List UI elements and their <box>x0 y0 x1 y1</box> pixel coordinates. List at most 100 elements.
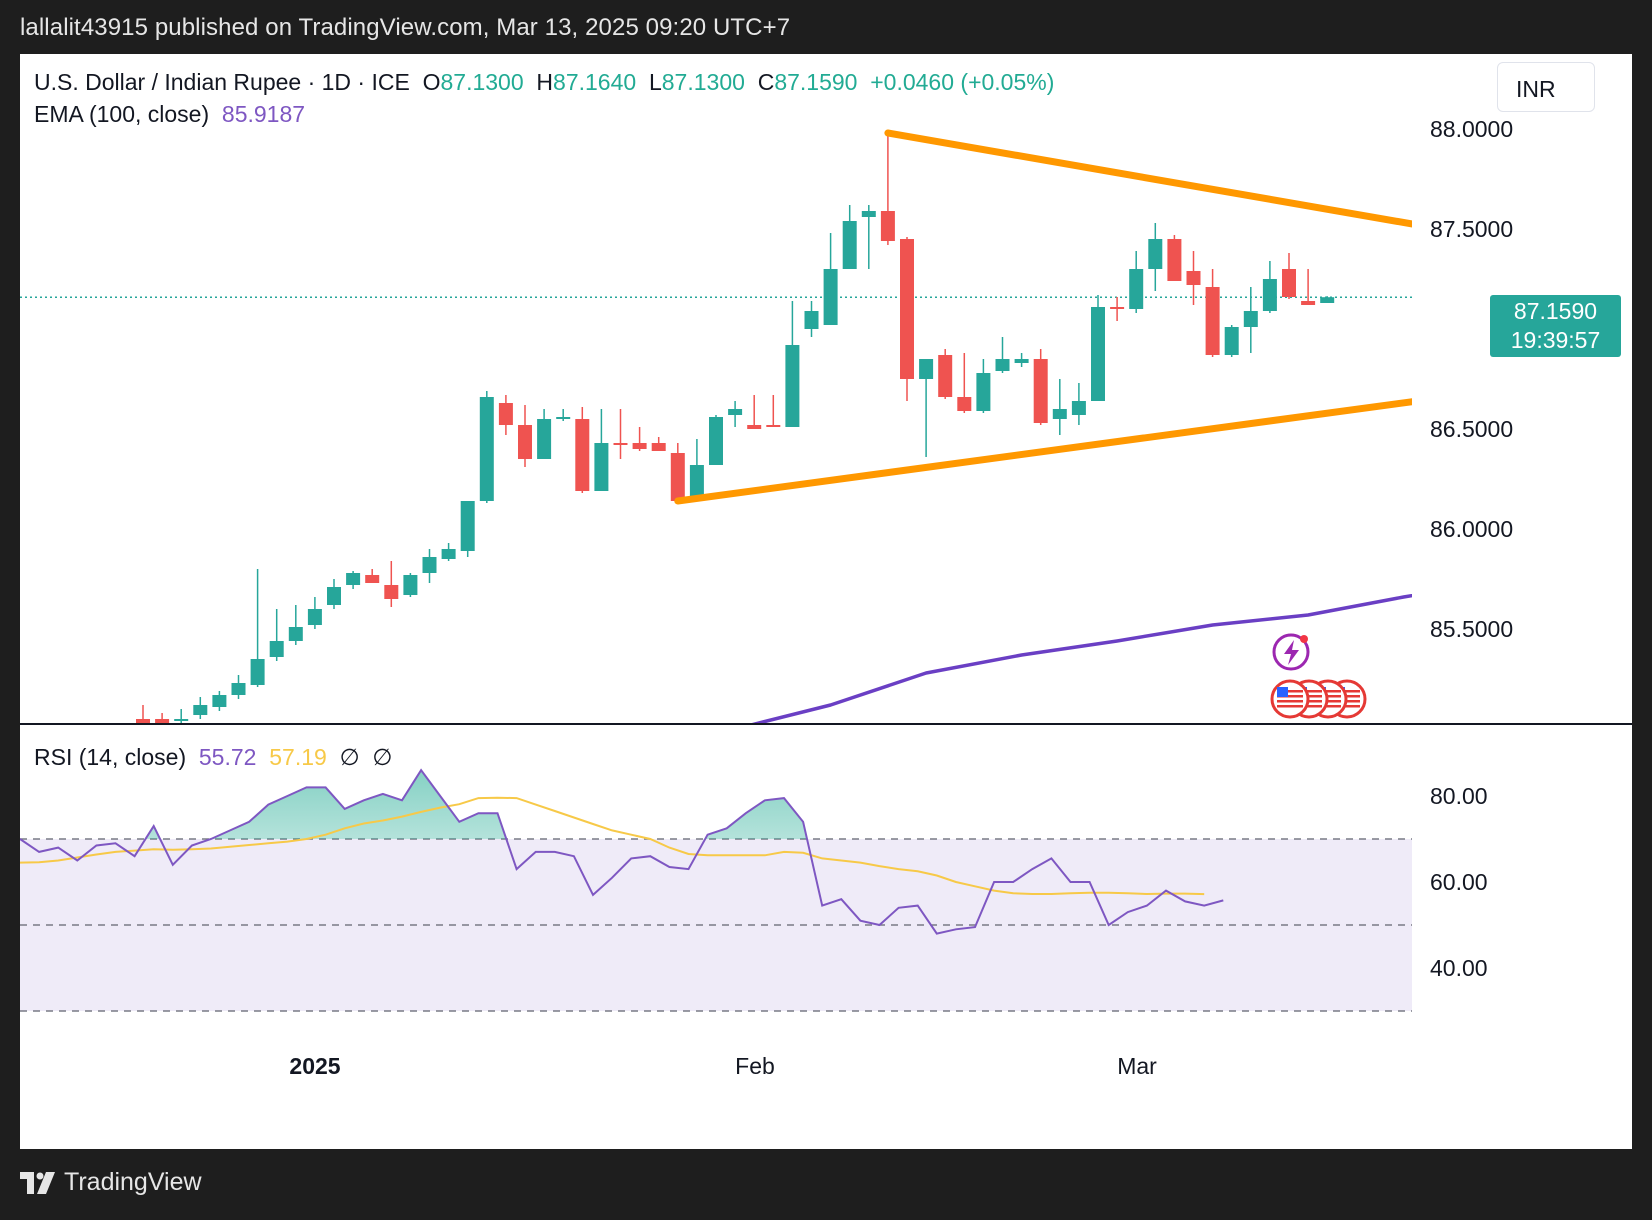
rsi-label: RSI (14, close) <box>34 744 187 770</box>
candle-body <box>689 465 704 501</box>
candle-body <box>269 641 284 657</box>
candle <box>900 237 914 401</box>
candle <box>1052 379 1067 435</box>
candle <box>880 133 895 245</box>
candle <box>861 205 876 269</box>
candle-body <box>747 425 762 429</box>
candle-body <box>556 417 571 419</box>
candle-body <box>1205 287 1220 355</box>
candle-body <box>766 425 781 427</box>
candle <box>1320 296 1335 303</box>
candle-body <box>498 403 513 425</box>
candle-body <box>613 443 628 445</box>
candle <box>938 349 953 399</box>
candle-body <box>193 705 208 715</box>
candle-body <box>422 557 437 573</box>
chart-canvas[interactable]: 88.0000 87.5000 86.5000 86.0000 85.5000 80.00… <box>20 54 1632 1149</box>
candle <box>995 337 1010 373</box>
candle <box>689 439 704 501</box>
candle-body <box>231 683 246 695</box>
trendline-upper <box>884 129 1412 228</box>
rsi-legend[interactable]: RSI (14, close) 55.72 57.19 ∅ ∅ <box>34 744 392 771</box>
candle <box>670 443 685 501</box>
candle <box>1186 251 1201 305</box>
lightning-event-icon <box>1272 633 1310 671</box>
candle <box>785 301 800 427</box>
candle <box>155 713 170 723</box>
ema-line <box>751 593 1412 723</box>
candle-body <box>327 587 341 605</box>
candle-body <box>537 419 552 459</box>
candle-body <box>307 609 322 625</box>
ema-label: EMA (100, close) <box>34 101 210 127</box>
x-axis-tick: Mar <box>1117 1053 1157 1079</box>
trendline-lower <box>674 398 1412 505</box>
x-axis-tick: 2025 <box>289 1053 340 1079</box>
candle <box>747 395 762 429</box>
candle-body <box>976 373 991 411</box>
publisher-caption: lallalit43915 published on TradingView.c… <box>20 14 791 41</box>
candle-body <box>785 345 800 427</box>
price-axis-tick: 86.5000 <box>1430 416 1513 442</box>
open-label: O <box>422 69 441 95</box>
price-axis-tick: 88.0000 <box>1430 116 1513 142</box>
candle-body <box>479 397 494 501</box>
currency-button[interactable]: INR <box>1497 62 1595 112</box>
candle-body <box>1186 271 1201 285</box>
candle-body <box>174 719 189 721</box>
candle-body <box>1110 307 1125 309</box>
candle-body <box>919 359 934 379</box>
candle <box>842 205 857 269</box>
candle <box>1205 269 1220 357</box>
candle-body <box>1320 297 1335 303</box>
candle <box>1224 325 1239 357</box>
candle <box>384 561 399 607</box>
candle-body <box>1243 311 1258 327</box>
ema-legend[interactable]: EMA (100, close) 85.9187 <box>34 101 305 128</box>
candle <box>537 409 552 459</box>
tradingview-logo-icon <box>20 1171 55 1194</box>
bar-countdown: 19:39:57 <box>1510 327 1601 353</box>
candle <box>136 705 150 723</box>
footer-brand[interactable]: TradingView <box>20 1168 202 1197</box>
candle-body <box>1282 269 1296 297</box>
candle <box>1091 295 1105 401</box>
open-value: 87.1300 <box>440 69 524 95</box>
chart-panel[interactable]: 88.0000 87.5000 86.5000 86.0000 85.5000 80.00… <box>20 54 1632 1149</box>
candle <box>1148 223 1163 291</box>
low-label: L <box>648 69 662 95</box>
symbol-legend: U.S. Dollar / Indian Rupee · 1D · ICE O8… <box>34 69 1054 96</box>
candle-body <box>938 355 953 397</box>
candle-body <box>518 425 532 459</box>
candle <box>460 501 475 557</box>
candle <box>250 569 265 687</box>
candle <box>307 597 322 629</box>
symbol-title[interactable]: U.S. Dollar / Indian Rupee · 1D · ICE <box>34 69 410 95</box>
rsi-line <box>20 768 1224 935</box>
rsi-axis-tick: 60.00 <box>1430 869 1488 895</box>
candle-body <box>1014 359 1029 363</box>
candle <box>1033 349 1048 425</box>
candle-body <box>957 397 972 411</box>
candle-body <box>804 311 819 329</box>
candle <box>479 391 494 503</box>
high-label: H <box>536 69 554 95</box>
high-value: 87.1640 <box>553 69 637 95</box>
candle <box>1014 353 1029 367</box>
close-label: C <box>757 69 775 95</box>
low-value: 87.1300 <box>661 69 745 95</box>
candle <box>1301 269 1316 305</box>
candle-body <box>384 585 399 599</box>
close-value: 87.1590 <box>774 69 858 95</box>
candle-body <box>861 211 876 217</box>
candle-body <box>346 573 361 585</box>
candle <box>288 605 303 645</box>
candle <box>804 301 819 337</box>
candle-body <box>995 359 1010 371</box>
candle <box>1262 261 1277 313</box>
price-pane <box>20 129 1412 723</box>
candle-body <box>1052 409 1067 419</box>
candle-body <box>155 719 170 723</box>
price-axis-tick: 86.0000 <box>1430 516 1513 542</box>
candle <box>269 609 284 661</box>
